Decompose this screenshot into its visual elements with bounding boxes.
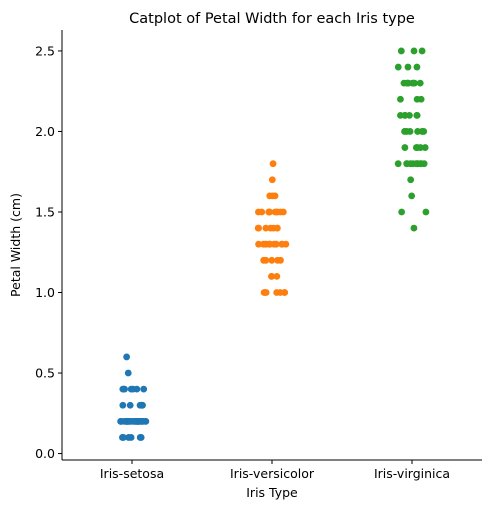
- x-ticks: Iris-setosa Iris-versicolor Iris-virginica: [100, 460, 450, 481]
- data-point: [269, 160, 277, 168]
- data-point: [129, 385, 137, 393]
- data-point: [123, 353, 131, 361]
- data-point: [119, 385, 127, 393]
- data-point: [262, 289, 270, 296]
- data-point: [394, 63, 402, 71]
- data-point: [255, 240, 262, 248]
- data-point: [421, 144, 429, 151]
- data-point: [414, 128, 422, 135]
- data-point: [409, 79, 416, 87]
- y-ticks: 0.0 0.5 1.0 1.5 2.0 2.5: [35, 43, 62, 461]
- data-point: [410, 47, 418, 55]
- x-axis-label: Iris Type: [246, 485, 298, 500]
- x-tick-label: Iris-setosa: [100, 466, 164, 481]
- data-point: [271, 192, 279, 200]
- data-point: [140, 385, 148, 393]
- data-point: [266, 208, 274, 216]
- data-point: [416, 79, 424, 87]
- chart-title: Catplot of Petal Width for each Iris typ…: [129, 11, 415, 27]
- y-axis-label: Petal Width (cm): [8, 193, 23, 297]
- data-point: [265, 240, 273, 248]
- data-point: [117, 417, 124, 425]
- data-point: [268, 256, 276, 264]
- data-point: [254, 224, 262, 232]
- data-point: [255, 208, 262, 216]
- data-point: [127, 434, 135, 441]
- data-point: [126, 401, 134, 409]
- x-tick-label: Iris-versicolor: [230, 466, 315, 481]
- data-point: [270, 240, 278, 248]
- data-point: [131, 417, 138, 425]
- data-point: [408, 192, 416, 200]
- data-point: [418, 47, 426, 55]
- data-point: [403, 79, 411, 87]
- data-point: [403, 128, 410, 135]
- y-tick-label: 1.0: [35, 285, 55, 300]
- y-tick-label: 2.0: [35, 124, 55, 139]
- data-point: [397, 47, 405, 55]
- data-point: [413, 95, 421, 103]
- data-point: [401, 111, 409, 119]
- data-point: [404, 63, 412, 71]
- y-tick-label: 1.5: [35, 204, 55, 219]
- data-point: [403, 160, 411, 168]
- data-point: [277, 256, 284, 264]
- data-point: [136, 434, 144, 441]
- data-point: [268, 273, 276, 280]
- data-point: [420, 128, 428, 135]
- data-point: [397, 95, 404, 103]
- y-tick-label: 0.5: [35, 366, 55, 381]
- data-point: [273, 273, 281, 280]
- data-point: [422, 208, 430, 216]
- data-point: [413, 111, 421, 119]
- data-point: [138, 401, 146, 409]
- data-point: [394, 160, 402, 168]
- y-tick-label: 2.5: [35, 43, 55, 58]
- x-tick-label: Iris-virginica: [374, 466, 450, 481]
- data-points: [117, 47, 430, 441]
- data-point: [407, 176, 415, 184]
- data-point: [119, 401, 127, 409]
- data-point: [273, 208, 280, 216]
- y-tick-label: 0.0: [35, 446, 55, 461]
- data-point: [268, 176, 276, 184]
- data-point: [401, 144, 409, 151]
- data-point: [279, 208, 287, 216]
- data-point: [278, 240, 286, 248]
- data-point: [262, 256, 270, 264]
- data-point: [259, 240, 267, 248]
- data-point: [417, 160, 425, 168]
- data-point: [276, 289, 284, 296]
- data-point: [124, 369, 132, 377]
- data-point: [413, 63, 421, 71]
- data-point: [398, 208, 406, 216]
- data-point: [262, 224, 270, 232]
- data-point: [267, 224, 274, 232]
- data-point: [119, 434, 126, 441]
- data-point: [273, 224, 281, 232]
- data-point: [410, 224, 418, 232]
- data-point: [412, 144, 420, 151]
